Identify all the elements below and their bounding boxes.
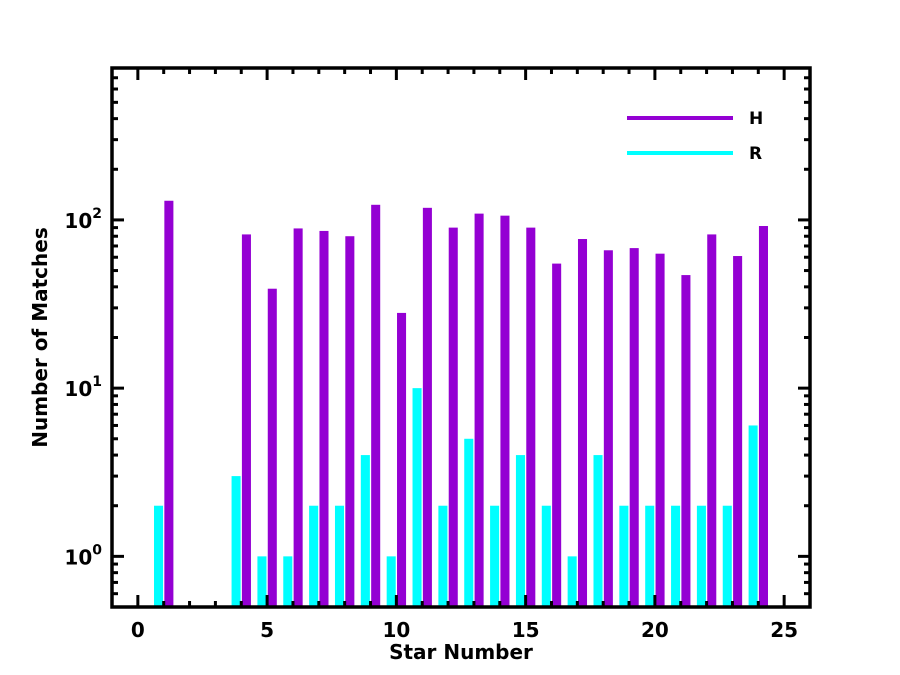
- bar-h-4: [241, 234, 251, 607]
- y-tick-label: 102: [64, 206, 102, 233]
- plot-frame: [110, 66, 812, 609]
- bar-h-9: [371, 204, 381, 607]
- bar-r-16: [541, 505, 551, 607]
- x-tick-label: 5: [260, 618, 274, 642]
- bar-h-14: [500, 215, 510, 607]
- bar-r-18: [593, 455, 603, 607]
- bar-h-16: [552, 263, 562, 607]
- bar-r-12: [438, 505, 448, 607]
- legend-label-r: R: [749, 144, 762, 164]
- bar-r-15: [515, 455, 525, 607]
- bar-r-14: [490, 505, 500, 607]
- bar-h-1: [164, 200, 174, 607]
- bar-h-18: [603, 250, 613, 607]
- bar-r-24: [748, 425, 758, 607]
- y-tick-exponent: 0: [92, 542, 102, 558]
- y-tick-exponent: 1: [92, 374, 102, 390]
- bar-r-19: [619, 505, 629, 607]
- bar-h-5: [267, 288, 277, 607]
- bar-h-22: [707, 234, 717, 607]
- x-axis-title: Star Number: [389, 640, 533, 664]
- bar-h-12: [448, 227, 458, 607]
- bar-h-6: [293, 228, 303, 607]
- bar-h-15: [526, 227, 536, 607]
- y-tick-label: 101: [64, 374, 102, 401]
- bar-r-4: [231, 476, 241, 607]
- y-tick-exponent: 2: [92, 206, 102, 222]
- x-tick-label: 10: [382, 618, 410, 642]
- bar-h-8: [345, 236, 355, 607]
- bars-layer: [154, 200, 768, 608]
- legend: HR: [627, 109, 763, 164]
- y-tick-label: 100: [64, 542, 102, 569]
- bar-h-10: [397, 312, 407, 607]
- y-tick-base: 10: [64, 377, 92, 401]
- y-tick-base: 10: [64, 545, 92, 569]
- bar-r-13: [464, 438, 474, 607]
- bar-r-23: [722, 505, 732, 607]
- bar-r-21: [671, 505, 681, 607]
- bar-r-6: [283, 556, 293, 607]
- bar-r-8: [334, 505, 345, 607]
- bar-h-7: [319, 230, 329, 607]
- bar-r-17: [567, 556, 577, 607]
- x-tick-label: 15: [512, 618, 540, 642]
- bar-r-10: [386, 556, 396, 607]
- x-tick-label: 25: [770, 618, 798, 642]
- bar-h-24: [758, 226, 768, 608]
- x-tick-label: 20: [641, 618, 669, 642]
- bar-r-1: [154, 505, 164, 607]
- x-tick-label: 0: [131, 618, 145, 642]
- y-axis-title: Number of Matches: [28, 227, 52, 447]
- bar-r-22: [696, 505, 706, 607]
- bar-h-20: [655, 253, 665, 607]
- bar-r-20: [645, 505, 655, 607]
- bar-h-17: [577, 239, 588, 608]
- bar-h-21: [681, 275, 691, 607]
- legend-label-h: H: [749, 109, 763, 129]
- bar-h-23: [733, 256, 743, 607]
- bar-h-11: [422, 207, 432, 607]
- bar-h-19: [629, 248, 639, 608]
- bar-r-9: [360, 455, 370, 607]
- bar-r-7: [309, 505, 319, 607]
- y-tick-base: 10: [64, 209, 92, 233]
- bar-r-5: [257, 556, 267, 607]
- bar-r-11: [412, 388, 422, 607]
- bar-h-13: [474, 213, 484, 607]
